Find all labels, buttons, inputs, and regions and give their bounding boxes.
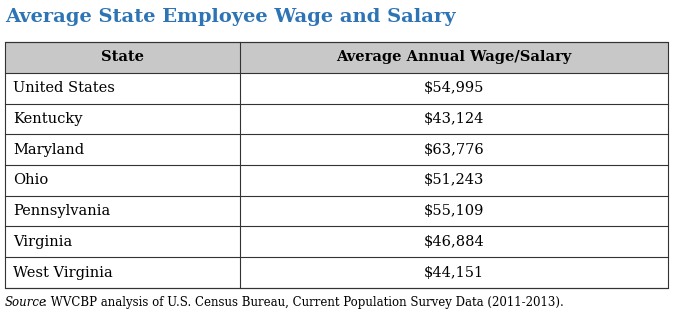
Bar [5,42,668,73]
Text: Virginia: Virginia [13,235,72,249]
Text: $55,109: $55,109 [424,204,485,218]
Text: Source: Source [5,296,47,309]
Text: $46,884: $46,884 [424,235,485,249]
Bar [5,42,668,288]
Text: Average Annual Wage/Salary: Average Annual Wage/Salary [336,50,572,64]
Text: $54,995: $54,995 [424,81,485,95]
Bar [5,73,668,104]
Text: United States: United States [13,81,115,95]
Bar [5,196,668,226]
Text: West Virginia: West Virginia [13,266,113,280]
Bar [5,226,668,257]
Bar [5,257,668,288]
Text: Average State Employee Wage and Salary: Average State Employee Wage and Salary [5,8,456,26]
Bar [5,104,668,134]
Text: Pennsylvania: Pennsylvania [13,204,110,218]
Text: Kentucky: Kentucky [13,112,83,126]
Text: $63,776: $63,776 [424,143,485,157]
Text: $51,243: $51,243 [424,173,485,187]
Text: $44,151: $44,151 [424,266,485,280]
Text: State: State [101,50,144,64]
Text: $43,124: $43,124 [424,112,485,126]
Text: Maryland: Maryland [13,143,84,157]
Text: : WVCBP analysis of U.S. Census Bureau, Current Population Survey Data (2011-201: : WVCBP analysis of U.S. Census Bureau, … [43,296,564,309]
Text: Ohio: Ohio [13,173,48,187]
Bar [5,134,668,165]
Bar [5,165,668,196]
